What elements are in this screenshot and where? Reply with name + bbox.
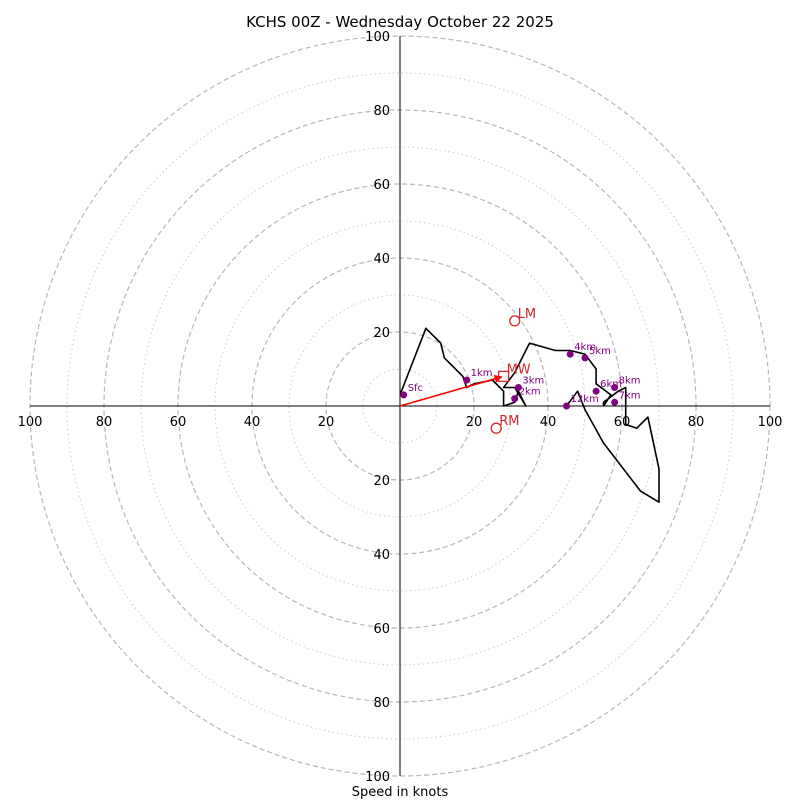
storm-motion-label-LM: LM [518, 307, 536, 322]
x-axis-label: Speed in knots [352, 785, 449, 800]
chart-title: KCHS 00Z - Wednesday October 22 2025 [246, 13, 554, 31]
shear-vector-group [399, 374, 503, 407]
x-tick-label: 100 [758, 415, 783, 430]
storm-motion-MW [497, 370, 510, 383]
x-tick-label: 40 [540, 415, 557, 430]
y-tick-label: 20 [373, 326, 390, 341]
height-marker-Sfc [400, 391, 408, 399]
height-label-3km: 3km [522, 376, 544, 387]
height-label-5km: 5km [589, 346, 611, 357]
height-marker-6km [592, 387, 600, 395]
height-marker-7km [611, 398, 619, 406]
height-marker-3km [514, 384, 522, 391]
x-tick-label: 40 [244, 415, 261, 430]
height-label-4km: 4km [574, 342, 596, 353]
storm-motion-RM [490, 422, 502, 434]
storm-motion-label-RM: RM [499, 414, 519, 429]
x-tick-label: 20 [318, 415, 335, 430]
height-label-Sfc: Sfc [408, 383, 423, 394]
x-tick-label: 20 [466, 415, 483, 430]
y-tick-label: 80 [373, 696, 390, 711]
height-label-6km: 6km [600, 379, 622, 390]
y-tick-label: 40 [373, 252, 390, 267]
x-tick-label: 60 [170, 415, 187, 430]
height-marker-5km [581, 354, 589, 362]
y-tick-label: 100 [365, 30, 390, 45]
x-tick-label: 60 [614, 415, 631, 430]
tick-labels: 20 20 20 20 40 40 40 40 60 60 60 60 80 80 80 80 100 100 10… [18, 30, 783, 785]
x-tick-label: 80 [96, 415, 113, 430]
y-tick-label: 60 [373, 622, 390, 637]
height-label-2km: 2km [519, 387, 541, 398]
y-tick-label: 60 [373, 178, 390, 193]
y-tick-label: 80 [373, 104, 390, 119]
height-marker-8km [611, 384, 619, 391]
y-tick-label: 20 [373, 474, 390, 489]
storm-motion-LM [509, 315, 521, 327]
x-tick-label: 100 [18, 415, 43, 430]
height-label-1km: 1km [471, 368, 493, 379]
height-label-7km: 7km [619, 390, 641, 401]
x-tick-label: 80 [688, 415, 705, 430]
height-marker-12km [563, 402, 570, 410]
storm-motion-label-MW: MW [507, 362, 531, 377]
height-marker-4km [566, 350, 574, 358]
y-tick-label: 100 [365, 770, 390, 785]
shear-vector-arrow [399, 374, 503, 407]
height-label-12km: 12km [571, 394, 599, 405]
storm-motion-markers: LM MW RM [490, 307, 536, 434]
height-marker-2km [511, 395, 519, 403]
height-marker-1km [463, 376, 471, 384]
height-label-8km: 8km [619, 376, 641, 387]
y-tick-label: 40 [373, 548, 390, 563]
